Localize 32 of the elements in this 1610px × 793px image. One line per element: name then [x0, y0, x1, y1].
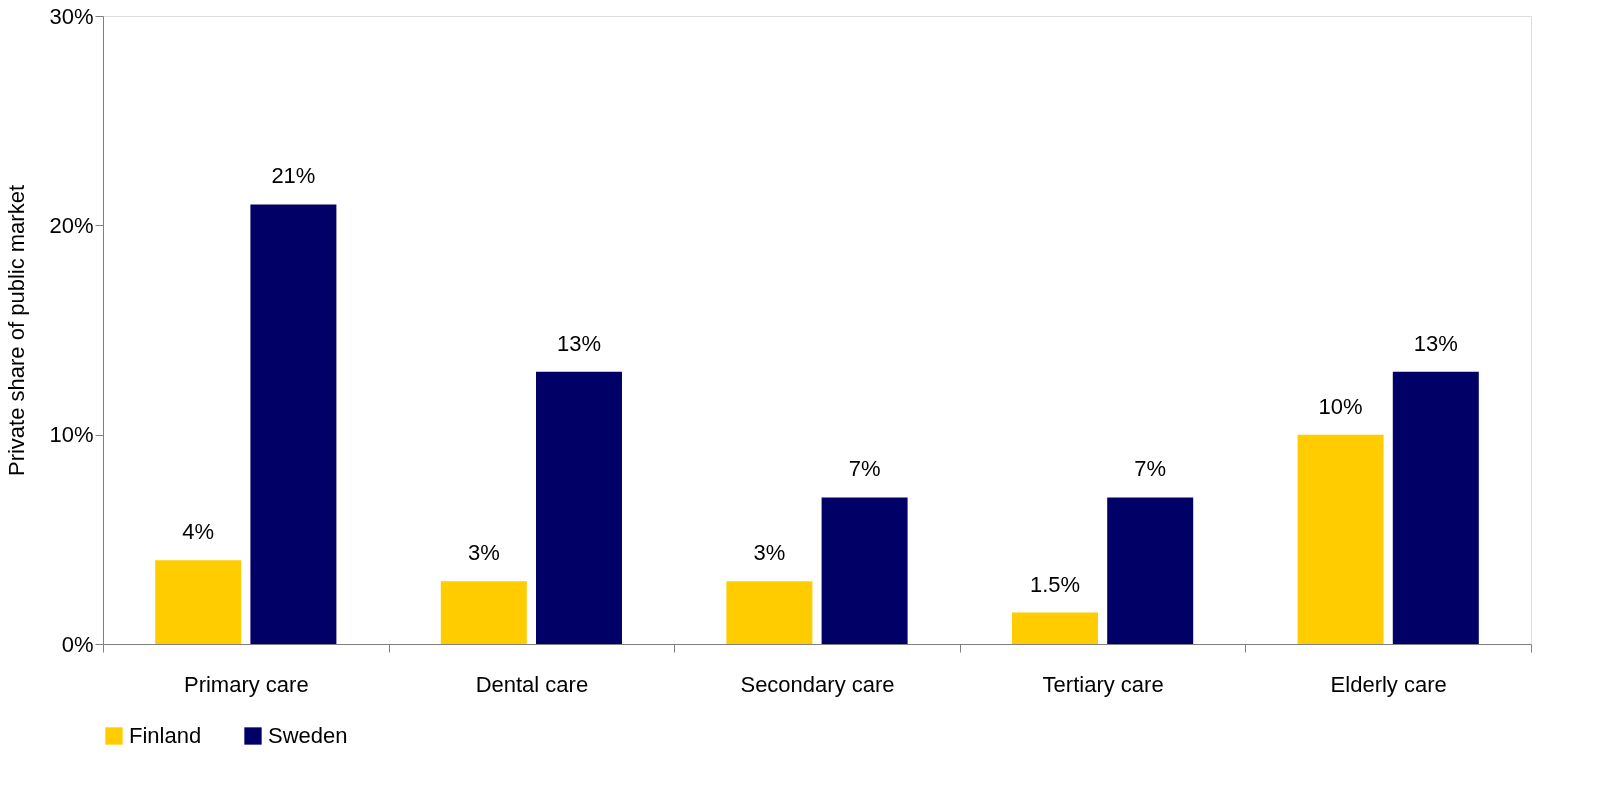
data-label: 1.5%	[1029, 571, 1081, 597]
x-tick-label: Dental care	[475, 671, 589, 697]
bar	[726, 581, 813, 644]
y-tick-label: 0%	[61, 631, 94, 657]
legend-label: Finland	[129, 723, 202, 748]
data-label: 3%	[753, 540, 786, 566]
bar	[536, 371, 622, 644]
y-tick-label: 20%	[49, 212, 94, 238]
data-label: 7%	[1134, 456, 1167, 482]
bar	[1107, 497, 1194, 644]
data-label: 13%	[556, 330, 602, 356]
bar	[1392, 371, 1479, 644]
data-label: 10%	[1318, 393, 1363, 419]
x-tick-label: Secondary care	[740, 671, 895, 697]
y-tick-label: 10%	[49, 422, 94, 448]
data-label: 21%	[271, 163, 316, 189]
x-tick-label: Primary care	[183, 671, 309, 697]
x-tick-label: Elderly care	[1330, 671, 1447, 697]
bar	[440, 581, 527, 644]
x-tick-label: Tertiary care	[1042, 671, 1164, 697]
y-tick-label: 30%	[49, 3, 94, 29]
bar	[250, 204, 337, 644]
legend-label: Sweden	[268, 723, 348, 748]
bar	[1297, 434, 1384, 644]
data-label: 13%	[1413, 330, 1458, 356]
y-axis-title: Private share of public market	[4, 184, 30, 477]
bar	[1012, 612, 1098, 644]
bar	[155, 560, 242, 644]
data-label: 3%	[467, 540, 500, 566]
bar	[821, 497, 908, 644]
data-label: 4%	[182, 519, 215, 545]
data-label: 7%	[848, 456, 881, 482]
